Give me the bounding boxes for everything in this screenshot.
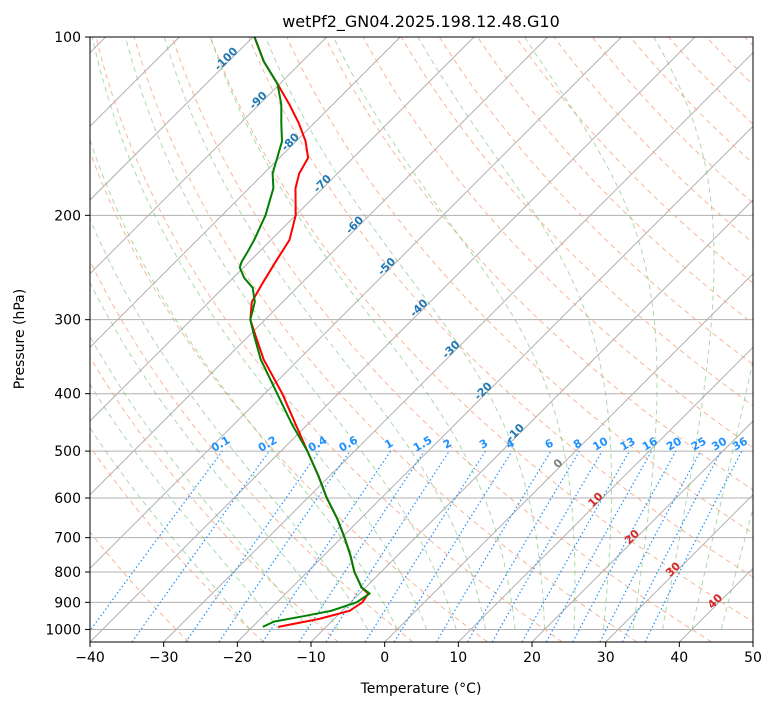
y-axis-label: Pressure (hPa) <box>12 289 28 389</box>
y-tick-label: 600 <box>54 491 81 507</box>
x-tick-label: −30 <box>149 650 179 666</box>
x-tick-label: 0 <box>380 650 389 666</box>
y-tick-label: 900 <box>54 595 81 611</box>
x-tick-label: −40 <box>75 650 105 666</box>
x-tick-label: 40 <box>670 650 688 666</box>
y-tick-label: 400 <box>54 387 81 403</box>
x-tick-label: −20 <box>223 650 253 666</box>
x-tick-label: −10 <box>296 650 326 666</box>
x-tick-label: 10 <box>449 650 467 666</box>
x-tick-label: 20 <box>523 650 541 666</box>
y-tick-label: 500 <box>54 444 81 460</box>
y-tick-label: 800 <box>54 565 81 581</box>
x-tick-label: 30 <box>597 650 615 666</box>
chart-title: wetPf2_GN04.2025.198.12.48.G10 <box>282 12 560 32</box>
y-tick-label: 1000 <box>45 622 81 638</box>
y-tick-label: 100 <box>54 30 81 46</box>
y-tick-label: 300 <box>54 313 81 329</box>
x-tick-label: 50 <box>744 650 762 666</box>
x-axis-label: Temperature (°C) <box>360 681 482 697</box>
y-tick-label: 700 <box>54 531 81 547</box>
y-tick-label: 200 <box>54 208 81 224</box>
